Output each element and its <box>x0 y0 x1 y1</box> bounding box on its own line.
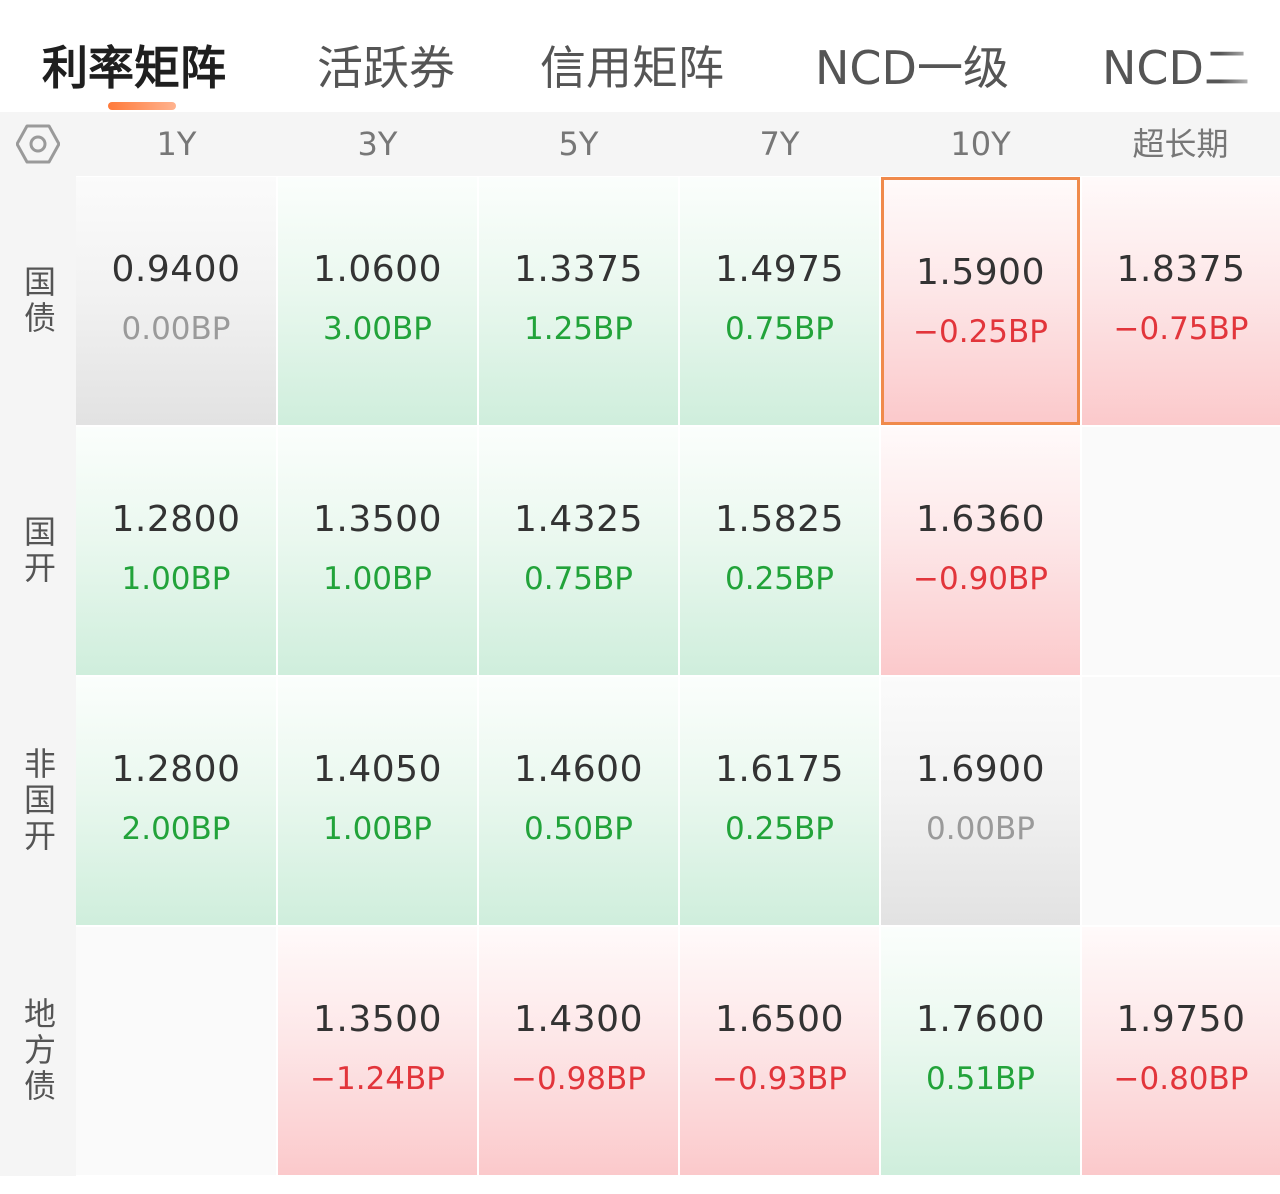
matrix-cell[interactable]: 1.4600 0.50BP <box>479 677 678 925</box>
yield-change: 0.51BP <box>926 1061 1035 1097</box>
matrix-cell[interactable]: 1.4975 0.75BP <box>680 177 879 425</box>
matrix-cell[interactable]: 1.0600 3.00BP <box>278 177 477 425</box>
yield-value: 1.2800 <box>111 749 241 790</box>
yield-value: 1.6900 <box>916 749 1045 790</box>
yield-change: −0.25BP <box>913 314 1048 350</box>
matrix-cell[interactable]: 1.6360 −0.90BP <box>881 427 1080 675</box>
row-label-non-cdb: 非国开 <box>0 676 76 926</box>
yield-value: 1.4325 <box>514 499 643 540</box>
yield-change: 0.75BP <box>524 561 633 597</box>
yield-change: 0.50BP <box>524 811 633 847</box>
active-tab-indicator <box>108 102 176 110</box>
matrix-cell[interactable]: 1.7600 0.51BP <box>881 927 1080 1175</box>
col-header-5y[interactable]: 5Y <box>558 125 599 163</box>
matrix-cell[interactable]: 1.4325 0.75BP <box>479 427 678 675</box>
matrix-cell[interactable]: 0.9400 0.00BP <box>76 177 276 425</box>
matrix-cell[interactable]: 1.9750 −0.80BP <box>1082 927 1280 1175</box>
yield-change: 2.00BP <box>121 811 231 847</box>
yield-change: −1.24BP <box>310 1061 445 1097</box>
yield-change: −0.75BP <box>1113 311 1249 347</box>
matrix-cell[interactable]: 1.5825 0.25BP <box>680 427 879 675</box>
yield-value: 1.4975 <box>715 249 844 290</box>
yield-value: 1.6500 <box>715 999 844 1040</box>
yield-value: 1.2800 <box>111 499 241 540</box>
yield-change: 0.75BP <box>725 311 834 347</box>
row-label-local-gov: 地方债 <box>0 926 76 1176</box>
matrix-cell-empty <box>1082 677 1280 925</box>
row-label-cdb: 国开 <box>0 426 76 676</box>
matrix-cell[interactable]: 1.4050 1.00BP <box>278 677 477 925</box>
row-label-text: 非国开 <box>19 747 57 855</box>
yield-value: 1.6175 <box>715 749 844 790</box>
col-header-ultra-long[interactable]: 超长期 <box>1132 125 1229 163</box>
yield-value: 1.3375 <box>514 249 643 290</box>
yield-value: 1.7600 <box>916 999 1045 1040</box>
col-header-10y[interactable]: 10Y <box>950 125 1011 163</box>
yield-change: 1.00BP <box>121 561 231 597</box>
tab-active-bonds[interactable]: 活跃券 <box>317 41 455 95</box>
row-label-text: 地方债 <box>19 997 57 1105</box>
yield-value: 1.6360 <box>916 499 1045 540</box>
matrix-cell[interactable]: 1.2800 2.00BP <box>76 677 276 925</box>
yield-change: −0.98BP <box>511 1061 646 1097</box>
matrix-cell[interactable]: 1.3500 1.00BP <box>278 427 477 675</box>
column-header-row: 1Y 3Y 5Y 7Y 10Y 超长期 <box>0 112 1280 176</box>
matrix-cell-empty <box>1082 427 1280 675</box>
yield-value: 1.4300 <box>514 999 643 1040</box>
yield-change: 0.25BP <box>725 561 834 597</box>
yield-change: 3.00BP <box>323 311 432 347</box>
yield-change: 1.00BP <box>323 811 432 847</box>
settings-button[interactable] <box>0 112 76 176</box>
yield-value: 1.9750 <box>1116 999 1246 1040</box>
tab-rate-matrix[interactable]: 利率矩阵 <box>42 41 226 95</box>
col-header-3y[interactable]: 3Y <box>357 125 398 163</box>
matrix-cell[interactable]: 1.3375 1.25BP <box>479 177 678 425</box>
yield-value: 1.3500 <box>313 499 442 540</box>
row-label-text: 国开 <box>19 515 57 587</box>
yield-value: 0.9400 <box>111 249 241 290</box>
matrix-cell[interactable]: 1.5900 −0.25BP <box>881 177 1080 425</box>
yield-value: 1.5825 <box>715 499 844 540</box>
row-label-treasury: 国债 <box>0 176 76 426</box>
row-label-text: 国债 <box>19 265 57 337</box>
matrix-cell[interactable]: 1.2800 1.00BP <box>76 427 276 675</box>
yield-change: 0.25BP <box>725 811 834 847</box>
matrix-cell[interactable]: 1.8375 −0.75BP <box>1082 177 1280 425</box>
tab-credit-matrix[interactable]: 信用矩阵 <box>540 41 724 95</box>
yield-value: 1.4050 <box>313 749 442 790</box>
yield-change: 1.00BP <box>323 561 432 597</box>
yield-change: −0.93BP <box>712 1061 847 1097</box>
tab-scroll-fade <box>1220 0 1280 112</box>
yield-value: 1.3500 <box>313 999 442 1040</box>
matrix-cell[interactable]: 1.6500 −0.93BP <box>680 927 879 1175</box>
yield-value: 1.4600 <box>514 749 643 790</box>
tab-bar: 利率矩阵 活跃券 信用矩阵 NCD一级 NCD二 <box>0 0 1280 112</box>
col-header-7y[interactable]: 7Y <box>759 125 800 163</box>
yield-change: 0.00BP <box>121 311 231 347</box>
tab-ncd-primary[interactable]: NCD一级 <box>815 41 1009 95</box>
yield-change: −0.80BP <box>1113 1061 1249 1097</box>
matrix-cell[interactable]: 1.6175 0.25BP <box>680 677 879 925</box>
yield-value: 1.5900 <box>916 252 1045 293</box>
col-header-1y[interactable]: 1Y <box>156 125 197 163</box>
matrix-cell[interactable]: 1.3500 −1.24BP <box>278 927 477 1175</box>
matrix-cell[interactable]: 1.4300 −0.98BP <box>479 927 678 1175</box>
yield-value: 1.0600 <box>313 249 442 290</box>
matrix-cell[interactable]: 1.6900 0.00BP <box>881 677 1080 925</box>
gear-hexagon-icon <box>16 124 60 164</box>
matrix-cell-empty <box>76 927 276 1175</box>
yield-change: −0.90BP <box>913 561 1048 597</box>
yield-change: 1.25BP <box>524 311 633 347</box>
yield-value: 1.8375 <box>1116 249 1246 290</box>
yield-change: 0.00BP <box>926 811 1035 847</box>
